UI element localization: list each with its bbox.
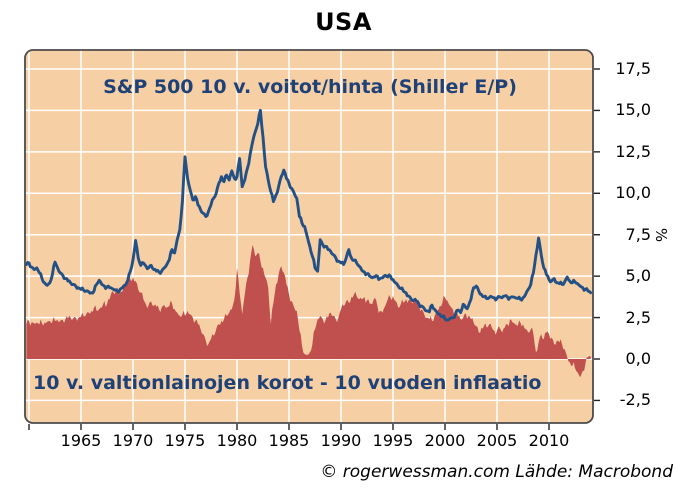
x-axis-tick-label: 1995 (372, 431, 414, 450)
x-axis-tick-label: 1970 (112, 431, 154, 450)
line-series-shiller-ep (25, 108, 593, 322)
y-axis-unit-label: % (652, 227, 671, 242)
axis-ticks (28, 68, 600, 430)
x-axis-tick-label: 1990 (320, 431, 362, 450)
area-series-label: 10 v. valtionlainojen korot - 10 vuoden … (33, 372, 542, 394)
x-axis-tick-label: 1975 (164, 431, 206, 450)
y-axis-tick-label: 17,5 (615, 59, 651, 78)
x-axis-tick-label: 2005 (476, 431, 518, 450)
x-axis-tick-label: 1980 (216, 431, 258, 450)
y-axis-tick-label: 2,5 (625, 307, 651, 327)
y-axis-tick-label: 0,0 (625, 349, 651, 368)
x-axis-tick-label: 2000 (424, 431, 466, 450)
x-axis-tick-label: 1965 (60, 431, 102, 450)
source-credit: © rogerwessman.com Lähde: Macrobond (320, 462, 673, 482)
y-axis-tick-label: 5,0 (625, 266, 651, 286)
x-axis-tick-label: 2010 (528, 431, 570, 450)
x-axis-tick-label: 1985 (268, 431, 310, 450)
plot-background (25, 50, 593, 423)
plot-border (24, 49, 594, 424)
y-axis-tick-label: 12,5 (615, 141, 651, 161)
y-axis-tick-label: 15,0 (615, 100, 651, 120)
y-axis-tick-label: 7,5 (625, 224, 651, 244)
area-series-bond-yield-minus-inflation (26, 244, 591, 378)
page-title: USA (315, 8, 372, 36)
y-axis-tick-label: -2,5 (619, 390, 651, 410)
line-series-label: S&P 500 10 v. voitot/hinta (Shiller E/P) (103, 76, 517, 98)
y-axis-tick-label: 10,0 (615, 183, 651, 203)
